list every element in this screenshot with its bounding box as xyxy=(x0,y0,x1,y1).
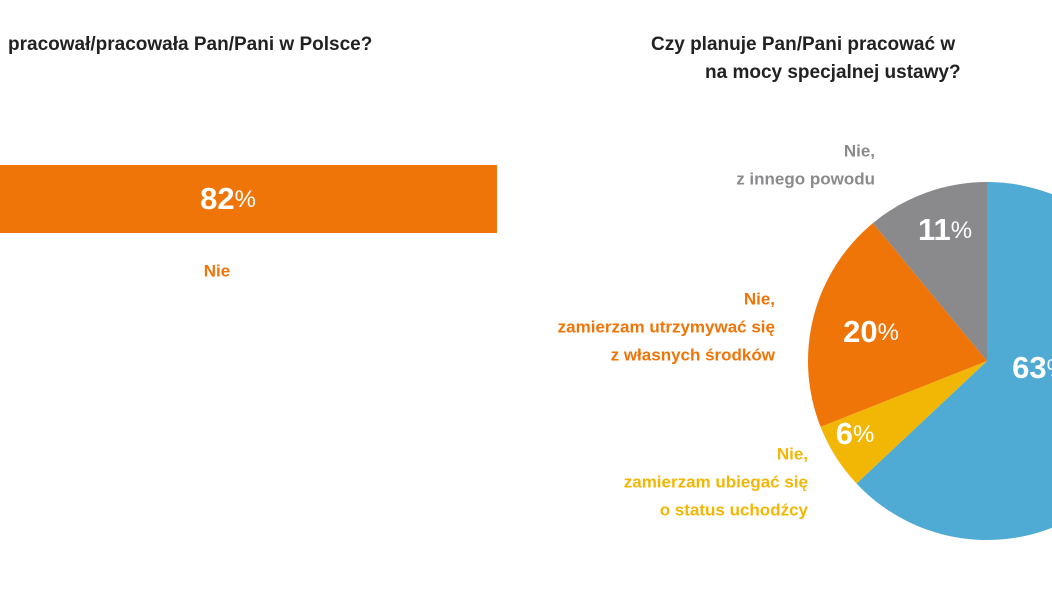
pie-slice xyxy=(872,182,987,361)
category-label: Nie xyxy=(204,261,230,280)
category-label: zamierzam ubiegać się xyxy=(624,472,808,491)
value-label: 11% xyxy=(918,212,972,247)
pie-chart-title: na mocy specjalnej ustawy? xyxy=(705,62,961,83)
pie-slice xyxy=(856,182,1052,540)
value-label: 82% xyxy=(200,181,256,216)
category-label: Nie, xyxy=(844,141,875,160)
value-label: 6% xyxy=(836,416,875,451)
category-label: Nie, xyxy=(777,444,808,463)
category-label: z własnych środków xyxy=(611,345,776,364)
pie-slice xyxy=(820,361,987,484)
pie-chart-title: Czy planuje Pan/Pani pracować w xyxy=(651,34,955,55)
category-label: zamierzam utrzymywać się xyxy=(558,317,775,336)
pie-slice xyxy=(808,223,987,427)
value-label: 20% xyxy=(843,314,899,349)
bar xyxy=(0,165,497,233)
value-label: 63% xyxy=(1012,350,1052,385)
category-label: z innego powodu xyxy=(736,169,875,188)
bar-chart-title: pracował/pracowała Pan/Pani w Polsce? xyxy=(8,34,372,55)
category-label: Nie, xyxy=(744,289,775,308)
category-label: o status uchodźcy xyxy=(660,500,809,519)
